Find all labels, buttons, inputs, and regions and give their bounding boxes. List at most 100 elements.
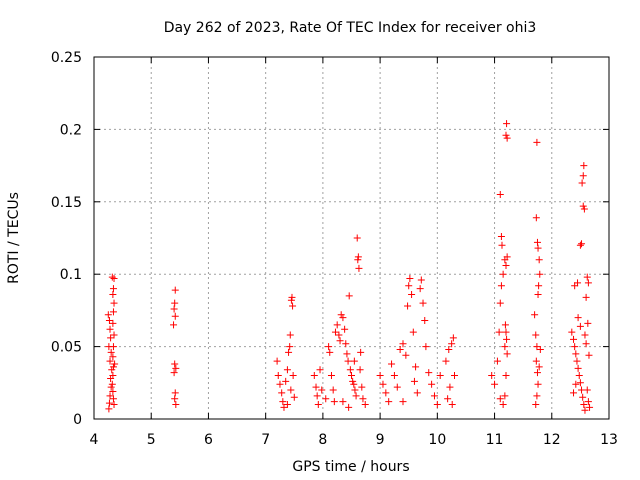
data-point <box>570 335 578 343</box>
data-point <box>503 350 511 358</box>
data-point <box>488 372 496 380</box>
data-point <box>571 343 579 351</box>
data-point <box>498 241 506 249</box>
data-point <box>337 311 345 319</box>
data-point <box>501 392 509 400</box>
data-point <box>355 264 363 272</box>
data-point <box>345 403 353 411</box>
data-point <box>106 325 114 333</box>
data-point <box>396 345 404 353</box>
data-point <box>421 317 429 325</box>
data-point <box>533 238 541 246</box>
data-point <box>354 256 362 264</box>
data-point <box>171 286 179 294</box>
data-point <box>288 293 296 301</box>
data-point <box>314 401 322 409</box>
data-point <box>326 348 334 356</box>
data-point <box>533 369 541 377</box>
data-point <box>171 395 179 403</box>
data-point <box>532 214 540 222</box>
data-point <box>283 366 291 374</box>
data-point <box>393 383 401 391</box>
data-point <box>353 234 361 242</box>
x-tick-label: 9 <box>376 432 385 448</box>
data-point <box>104 311 112 319</box>
data-point <box>399 340 407 348</box>
plot-frame <box>93 56 610 420</box>
data-point <box>327 372 335 380</box>
data-point <box>110 275 118 283</box>
data-point <box>584 319 592 327</box>
data-point <box>572 380 580 388</box>
data-point <box>570 389 578 397</box>
data-point <box>109 290 117 298</box>
y-tick-label: 0.05 <box>51 340 82 356</box>
data-point <box>331 328 339 336</box>
data-point <box>108 380 116 388</box>
data-point <box>580 162 588 170</box>
data-point <box>289 372 297 380</box>
data-point <box>350 357 358 365</box>
data-point <box>404 302 412 310</box>
data-point <box>425 369 433 377</box>
data-point <box>536 345 544 353</box>
y-axis-label: ROTI / TECUs <box>6 192 22 284</box>
data-point <box>109 372 117 380</box>
data-point <box>572 350 580 358</box>
data-point <box>171 389 179 397</box>
data-point <box>497 282 505 290</box>
data-point <box>310 372 318 380</box>
data-point <box>376 372 384 380</box>
data-point <box>496 395 504 403</box>
data-point <box>496 191 504 199</box>
data-point <box>419 299 427 307</box>
data-point <box>172 401 180 409</box>
data-point <box>342 340 350 348</box>
y-tick-label: 0.2 <box>60 122 82 138</box>
data-point <box>571 282 579 290</box>
data-points <box>104 120 594 414</box>
data-point <box>111 360 119 368</box>
chart-title: Day 262 of 2023, Rate Of TEC Index for r… <box>164 20 537 36</box>
data-point <box>502 328 510 336</box>
data-point <box>109 285 117 293</box>
data-point <box>446 383 454 391</box>
data-point <box>442 357 450 365</box>
data-point <box>283 401 291 409</box>
data-point <box>428 380 436 388</box>
data-point <box>290 393 298 401</box>
data-point <box>578 240 586 248</box>
data-point <box>502 262 510 270</box>
data-point <box>574 279 582 287</box>
data-point <box>349 377 357 385</box>
data-point <box>533 343 541 351</box>
data-point <box>278 389 286 397</box>
data-point <box>287 296 295 304</box>
data-point <box>109 343 117 351</box>
data-point <box>451 372 458 380</box>
data-point <box>503 335 511 343</box>
data-point <box>574 314 582 322</box>
data-point <box>172 364 180 372</box>
data-point <box>576 322 584 330</box>
data-point <box>584 279 592 287</box>
data-point <box>405 282 413 290</box>
x-tick-label: 6 <box>204 432 213 448</box>
x-tick-label: 10 <box>428 432 446 448</box>
y-tick-label: 0 <box>73 412 82 428</box>
data-point <box>286 343 294 351</box>
data-point <box>532 357 540 365</box>
data-point <box>502 372 510 380</box>
data-point <box>385 398 393 406</box>
data-point <box>330 398 338 406</box>
data-point <box>109 395 117 403</box>
data-point <box>287 386 295 394</box>
data-point <box>449 334 457 342</box>
data-point <box>109 387 117 395</box>
data-point <box>534 244 542 252</box>
data-point <box>110 401 118 409</box>
data-point <box>416 285 424 293</box>
data-point <box>493 357 501 365</box>
data-point <box>280 403 288 411</box>
